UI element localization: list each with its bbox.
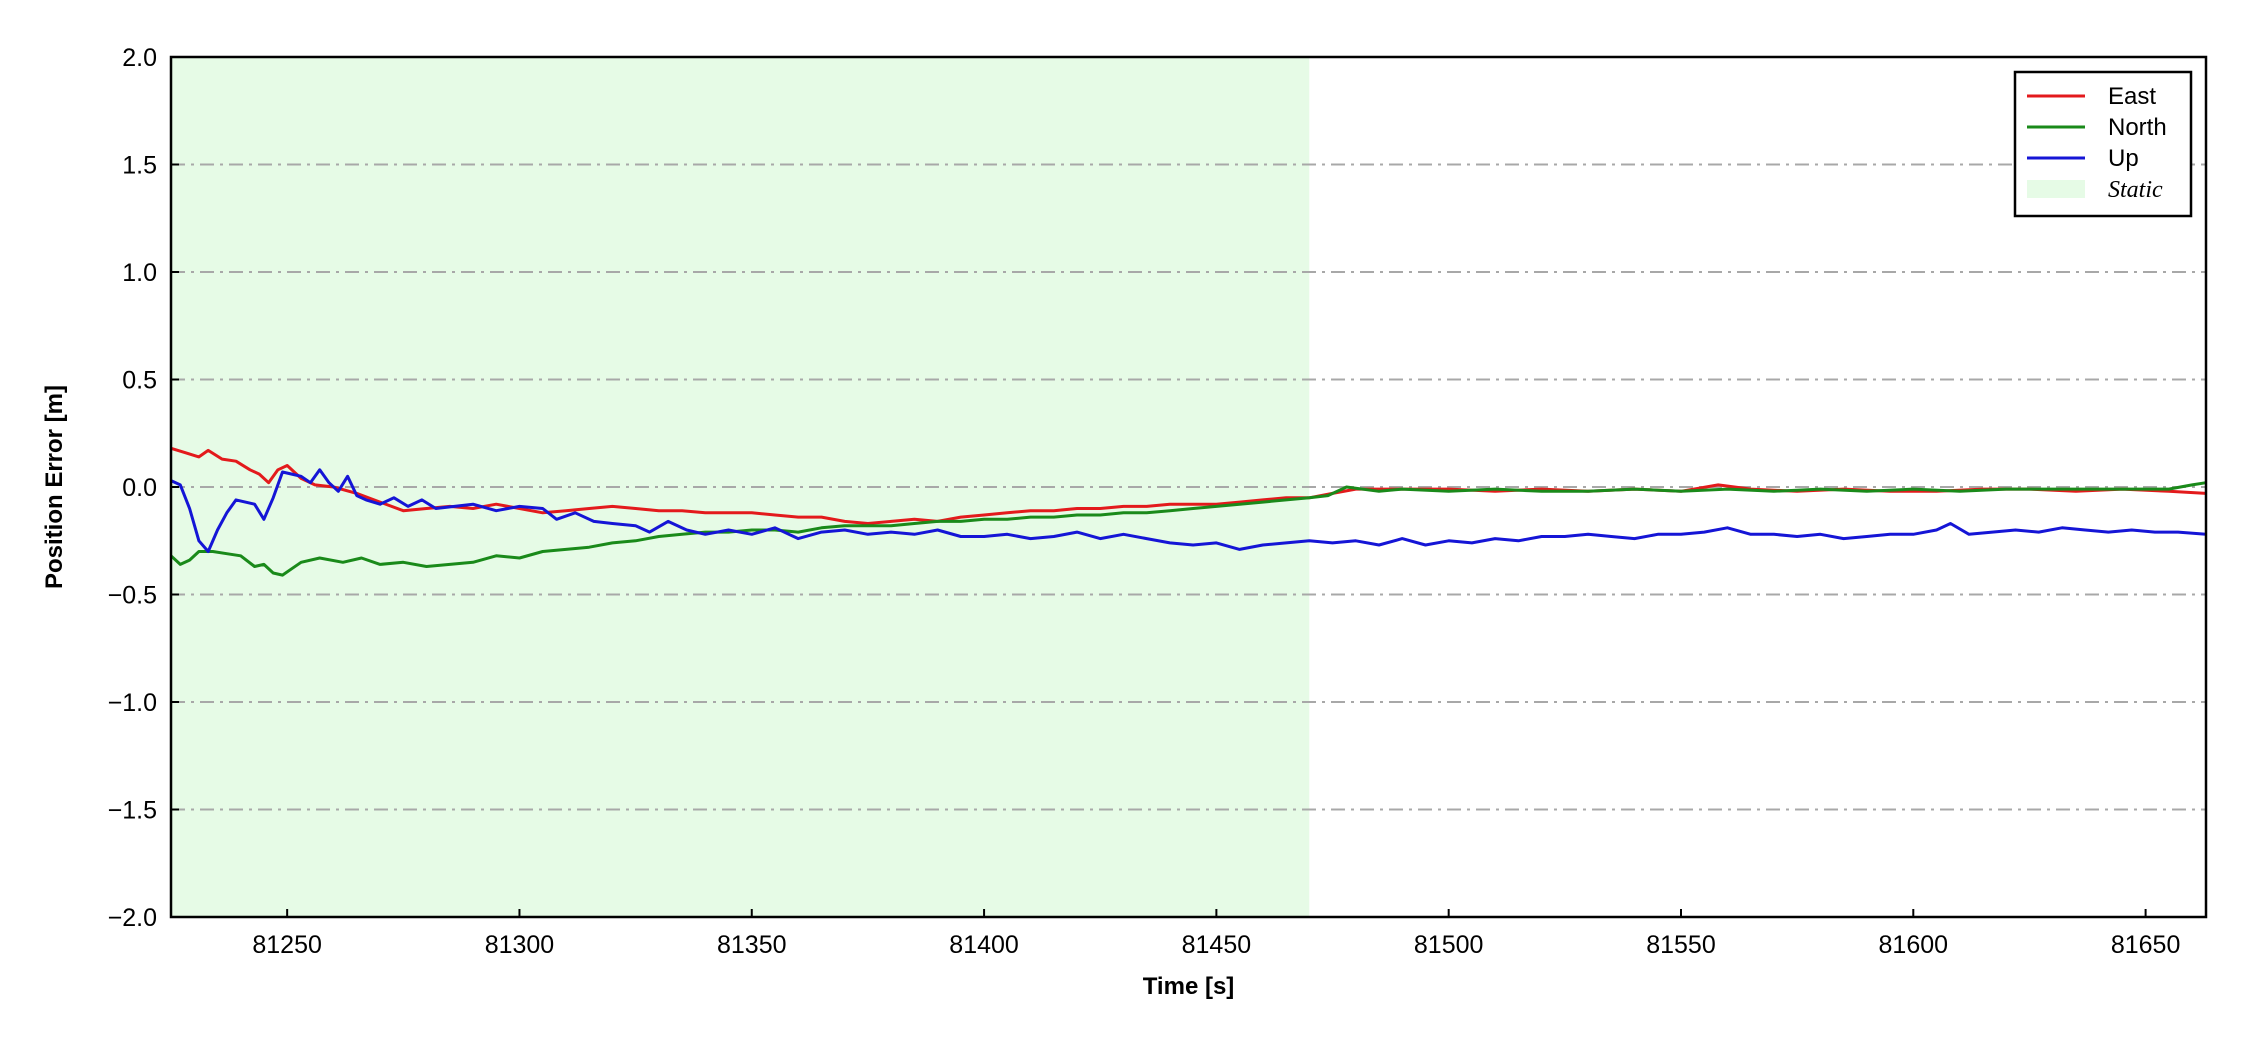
y-tick-label: 0.0 — [122, 474, 157, 502]
x-tick-label: 81650 — [2111, 931, 2181, 959]
y-tick-label: −1.0 — [108, 689, 157, 717]
x-tick-label: 81550 — [1646, 931, 1716, 959]
y-tick-label: 0.5 — [122, 367, 157, 395]
x-tick-label: 81600 — [1879, 931, 1949, 959]
x-tick-label: 81300 — [485, 931, 555, 959]
x-tick-label: 81400 — [949, 931, 1019, 959]
y-axis-label: Position Error [m] — [41, 385, 68, 589]
series-line-north — [169, 481, 2207, 577]
legend-label-up: Up — [2108, 145, 2139, 172]
legend-label-east: East — [2108, 83, 2156, 110]
series-line-up — [170, 468, 2207, 553]
y-tick-label: −1.5 — [108, 797, 157, 825]
y-tick-label: 1.0 — [122, 259, 157, 287]
y-tick-label: 2.0 — [122, 44, 157, 72]
y-tick-label: −2.0 — [108, 904, 157, 932]
x-axis-label: Time [s] — [1143, 973, 1235, 1000]
x-tick-label: 81250 — [252, 931, 322, 959]
legend: East North Up Static — [2013, 70, 2193, 218]
legend-label-static: Static — [2108, 177, 2163, 203]
x-tick-label: 81500 — [1414, 931, 1484, 959]
y-tick-label: 1.5 — [122, 152, 157, 180]
series-lines — [169, 446, 2207, 577]
legend-swatch-static — [2027, 180, 2085, 198]
axis-ticks: 81250 81300 81350 81400 81450 81500 81550 81600… — [108, 44, 2181, 959]
legend-label-north: North — [2108, 114, 2167, 141]
x-tick-label: 81450 — [1182, 931, 1252, 959]
horizontal-gridlines — [171, 163, 2206, 811]
y-tick-label: −0.5 — [108, 582, 157, 610]
x-tick-label: 81350 — [717, 931, 787, 959]
